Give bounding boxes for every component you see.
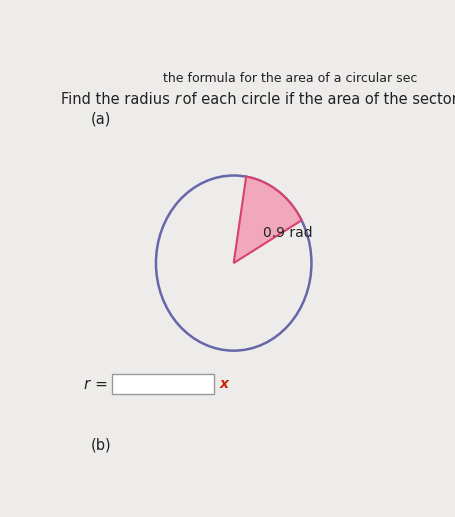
Text: (a): (a) bbox=[91, 112, 111, 127]
Text: 7.0: 7.0 bbox=[118, 376, 142, 391]
Text: of each circle if the area of the sector is: of each circle if the area of the sector… bbox=[178, 92, 455, 107]
FancyBboxPatch shape bbox=[111, 374, 214, 394]
Text: r =: r = bbox=[84, 376, 108, 391]
Text: Find the radius: Find the radius bbox=[61, 92, 174, 107]
Text: 0.9 rad: 0.9 rad bbox=[262, 226, 312, 240]
Text: (b): (b) bbox=[91, 437, 111, 452]
Text: x: x bbox=[219, 377, 228, 391]
Text: the formula for the area of a circular sec: the formula for the area of a circular s… bbox=[163, 72, 417, 85]
Polygon shape bbox=[233, 177, 301, 263]
Text: r: r bbox=[174, 92, 180, 107]
